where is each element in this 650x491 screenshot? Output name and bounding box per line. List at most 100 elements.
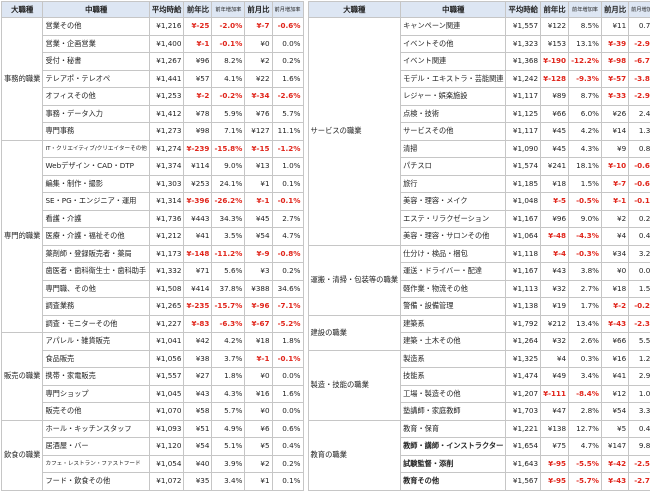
yoy-diff: ¥212 [541,315,569,333]
yoy-rate: 4.3% [212,385,245,403]
yoy-diff: ¥38 [184,350,212,368]
yoy-diff: ¥32 [541,280,569,298]
mom-diff: ¥-2 [601,298,628,316]
header-minor: 中職種 [401,2,506,18]
mom-rate: -0.6% [629,175,650,193]
minor-category: IT・クリエイティブ/クリエイターその他 [43,140,149,158]
major-category: 建設の職業 [308,315,401,350]
yoy-diff: ¥114 [184,158,212,176]
minor-category: 食品販売 [43,350,149,368]
mom-rate: 1.6% [272,385,303,403]
mom-rate: 1.0% [272,158,303,176]
yoy-rate: 3.7% [212,350,245,368]
minor-category: モデル・エキストラ・芸能関連 [401,70,506,88]
minor-category: SE・PG・エンジニア・運用 [43,193,149,211]
yoy-diff: ¥43 [184,385,212,403]
mom-diff: ¥-7 [245,18,272,36]
yoy-diff: ¥-148 [184,245,212,263]
yoy-rate: 3.8% [569,263,602,281]
mom-rate: -2.7% [629,473,650,491]
yoy-diff: ¥96 [184,53,212,71]
mom-rate: 0.7% [629,18,650,36]
mom-diff: ¥-42 [601,455,628,473]
header-avg-wage: 平均時給 [506,2,541,18]
mom-rate: 1.2% [629,350,650,368]
header-avg-wage: 平均時給 [149,2,184,18]
mom-rate: 0.2% [272,455,303,473]
average-wage: ¥1,643 [506,455,541,473]
yoy-diff: ¥41 [184,228,212,246]
minor-category: Webデザイン・CAD・DTP [43,158,149,176]
header-yoy: 前年比 [541,2,569,18]
yoy-rate: 5.9% [212,105,245,123]
yoy-diff: ¥253 [184,175,212,193]
minor-category: 携帯・家電販売 [43,368,149,386]
yoy-rate: 2.8% [569,403,602,421]
average-wage: ¥1,323 [506,35,541,53]
average-wage: ¥1,041 [149,333,184,351]
header-yoy-rate: 前年増加率 [569,2,602,18]
yoy-diff: ¥51 [184,420,212,438]
mom-diff: ¥-15 [245,140,272,158]
average-wage: ¥1,216 [149,18,184,36]
minor-category: フード・飲食その他 [43,473,149,491]
yoy-rate: 24.1% [212,175,245,193]
table-row: 事務的職業営業その他¥1,216¥-25-2.0%¥-7-0.6% [2,18,304,36]
mom-diff: ¥2 [245,53,272,71]
yoy-diff: ¥98 [184,123,212,141]
minor-category: 旅行 [401,175,506,193]
minor-category: 専門職、その他 [43,280,149,298]
mom-diff: ¥16 [245,385,272,403]
yoy-rate: -0.5% [569,193,602,211]
yoy-rate: 6.0% [569,105,602,123]
mom-rate: 0.2% [629,210,650,228]
yoy-rate: 1.7% [569,298,602,316]
mom-diff: ¥127 [245,123,272,141]
yoy-rate: 2.6% [569,333,602,351]
yoy-diff: ¥122 [541,18,569,36]
minor-category: 工場・製造その他 [401,385,506,403]
mom-diff: ¥-67 [245,315,272,333]
average-wage: ¥1,212 [149,228,184,246]
yoy-diff: ¥27 [184,368,212,386]
average-wage: ¥1,070 [149,403,184,421]
yoy-rate: -11.2% [212,245,245,263]
minor-category: 専門ショップ [43,385,149,403]
yoy-rate: -5.7% [569,473,602,491]
yoy-diff: ¥75 [541,438,569,456]
mom-diff: ¥-57 [601,70,628,88]
major-category: 事務的職業 [2,18,43,141]
mom-rate: -2.9% [629,35,650,53]
minor-category: 歯医者・歯科衛生士・歯科助手 [43,263,149,281]
average-wage: ¥1,072 [149,473,184,491]
mom-rate: 0.1% [272,175,303,193]
yoy-rate: -9.3% [569,70,602,88]
yoy-diff: ¥45 [541,123,569,141]
yoy-diff: ¥4 [541,350,569,368]
average-wage: ¥1,227 [149,315,184,333]
mom-diff: ¥2 [601,210,628,228]
minor-category: 居酒屋・バー [43,438,149,456]
mom-diff: ¥6 [245,420,272,438]
minor-category: 教育・保育 [401,420,506,438]
minor-category: 建築・土木その他 [401,333,506,351]
average-wage: ¥1,703 [506,403,541,421]
minor-category: 営業その他 [43,18,149,36]
yoy-diff: ¥89 [541,88,569,106]
mom-diff: ¥-33 [601,88,628,106]
average-wage: ¥1,113 [506,280,541,298]
average-wage: ¥1,792 [506,315,541,333]
average-wage: ¥1,574 [506,158,541,176]
yoy-diff: ¥-239 [184,140,212,158]
mom-diff: ¥14 [601,123,628,141]
yoy-rate: -8.4% [569,385,602,403]
average-wage: ¥1,048 [506,193,541,211]
average-wage: ¥1,173 [149,245,184,263]
mom-diff: ¥54 [245,228,272,246]
major-category: 教育の職業 [308,420,401,490]
yoy-rate: 13.1% [569,35,602,53]
